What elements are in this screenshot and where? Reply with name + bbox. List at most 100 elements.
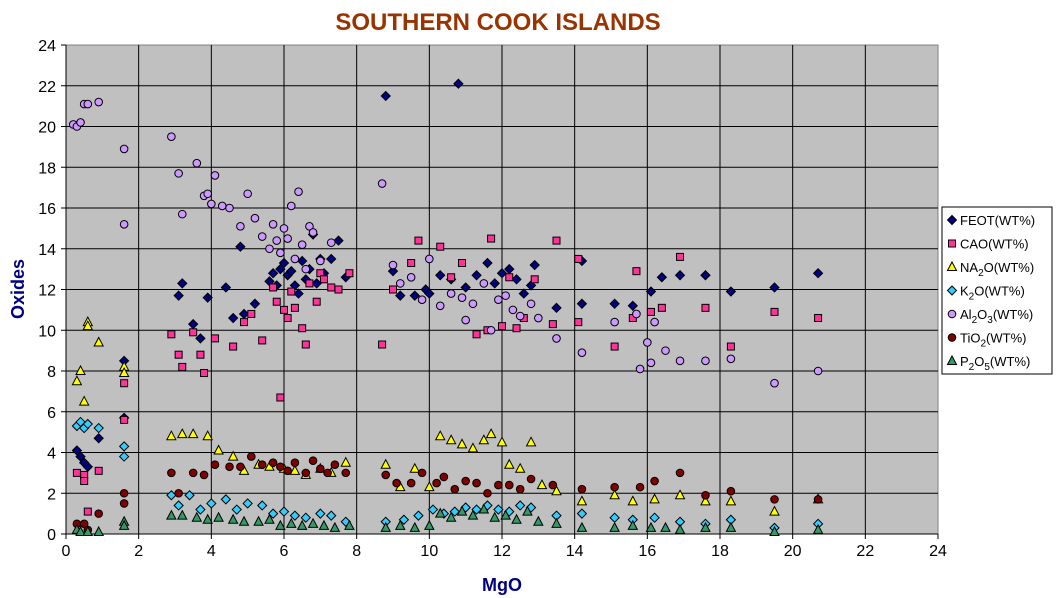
data-point: [770, 378, 779, 388]
data-point: [424, 288, 435, 299]
axes: 0 2 4 6 8 10 12 14 16 18 20 22 240246810121416182022…: [38, 38, 947, 560]
data-point: [461, 315, 470, 325]
data-point: [522, 505, 533, 516]
data-point: [627, 495, 639, 506]
data-point: [82, 320, 94, 331]
legend-label: CAO(WT%): [960, 237, 1029, 252]
x-tick-label: 12: [493, 543, 511, 560]
data-point: [202, 513, 214, 524]
data-point: [414, 236, 423, 245]
data-point: [305, 279, 314, 288]
x-tick-label: 10: [420, 543, 438, 560]
y-tick-label: 24: [38, 38, 56, 55]
data-point: [406, 272, 416, 282]
data-point: [661, 346, 670, 355]
data-point: [213, 444, 224, 455]
chart-title: SOUTHERN COOK ISLANDS: [335, 9, 660, 36]
data-point: [656, 272, 668, 283]
data-point: [434, 430, 446, 441]
data-point: [413, 510, 424, 521]
data-point: [467, 509, 479, 520]
data-point: [276, 393, 285, 402]
data-point: [220, 282, 232, 293]
series-3: [71, 416, 824, 534]
data-point: [174, 350, 183, 359]
data-point: [166, 509, 177, 520]
data-point: [269, 283, 278, 292]
legend-marker: [946, 285, 958, 296]
data-point: [243, 189, 252, 199]
x-tick-label: 16: [638, 543, 656, 560]
data-point: [79, 519, 89, 529]
data-point: [380, 90, 391, 102]
data-point: [318, 519, 330, 530]
data-point: [814, 314, 823, 323]
series-5: [72, 452, 823, 535]
data-point: [267, 267, 279, 279]
data-point: [609, 489, 620, 500]
data-point: [206, 498, 217, 509]
y-tick-label: 8: [47, 364, 56, 381]
data-point: [489, 511, 501, 522]
data-point: [498, 322, 506, 331]
data-point: [675, 468, 685, 478]
data-point: [425, 254, 434, 264]
data-point: [257, 232, 267, 241]
data-point: [326, 253, 337, 265]
data-point: [643, 338, 652, 347]
data-point: [494, 295, 503, 304]
data-point: [305, 222, 314, 231]
data-point: [649, 512, 660, 523]
data-point: [308, 228, 318, 237]
data-point: [472, 330, 481, 339]
data-point: [472, 478, 481, 488]
data-point: [341, 468, 351, 478]
data-point: [576, 495, 588, 506]
y-tick-label: 0: [47, 527, 56, 544]
data-point: [505, 273, 514, 282]
data-point: [701, 490, 710, 500]
data-point: [468, 299, 478, 309]
data-point: [725, 286, 737, 297]
data-point: [387, 265, 399, 277]
data-point: [298, 324, 307, 333]
x-tick-label: 20: [784, 543, 802, 560]
data-point: [93, 433, 104, 444]
data-point: [609, 298, 620, 309]
data-point: [196, 350, 205, 359]
data-point: [250, 213, 260, 223]
data-point: [258, 336, 267, 345]
data-point: [82, 418, 94, 430]
data-point: [445, 434, 457, 445]
data-point: [83, 99, 93, 109]
data-point: [276, 462, 285, 472]
data-point: [289, 464, 301, 475]
data-point: [675, 356, 685, 366]
x-tick-label: 4: [207, 543, 216, 560]
data-point: [167, 330, 176, 339]
data-point: [294, 187, 303, 196]
data-point: [236, 222, 245, 231]
data-point: [312, 297, 321, 306]
data-point: [435, 270, 446, 281]
data-point: [460, 282, 471, 293]
x-tick-label: 22: [856, 543, 874, 560]
data-point: [457, 293, 467, 302]
data-point: [701, 356, 710, 366]
data-point: [78, 395, 90, 406]
data-point: [301, 468, 311, 478]
data-point: [235, 241, 246, 252]
data-point: [308, 456, 318, 465]
data-point: [551, 485, 562, 496]
x-axis-title: MgO: [482, 575, 522, 595]
data-point: [501, 291, 510, 300]
data-point: [76, 118, 85, 127]
data-point: [627, 519, 639, 530]
data-point: [409, 290, 421, 301]
data-point: [242, 498, 253, 509]
data-point: [227, 312, 239, 324]
data-point: [315, 508, 326, 519]
data-point: [424, 519, 435, 530]
data-point: [75, 416, 86, 428]
data-point: [75, 451, 86, 462]
